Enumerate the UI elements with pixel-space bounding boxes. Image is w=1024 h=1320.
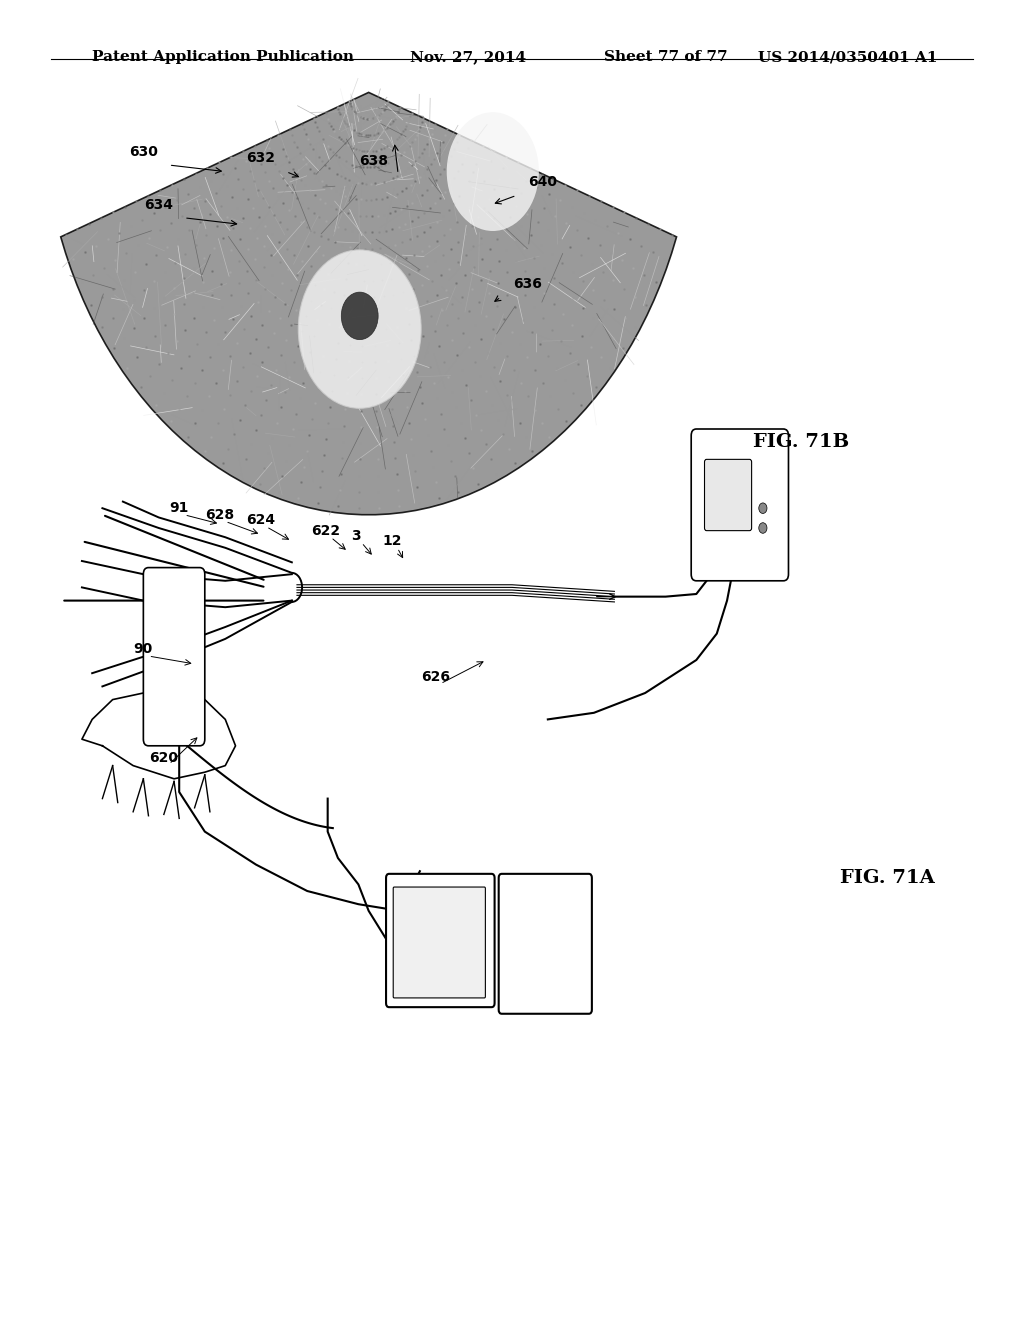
- Text: 640: 640: [528, 176, 557, 189]
- Circle shape: [759, 503, 767, 513]
- Text: US 2014/0350401 A1: US 2014/0350401 A1: [758, 50, 937, 65]
- FancyBboxPatch shape: [143, 568, 205, 746]
- Circle shape: [759, 523, 767, 533]
- Text: 624: 624: [247, 513, 275, 527]
- Circle shape: [446, 112, 539, 231]
- FancyBboxPatch shape: [393, 887, 485, 998]
- Text: 12: 12: [382, 535, 402, 548]
- Text: Sheet 77 of 77: Sheet 77 of 77: [604, 50, 728, 65]
- FancyBboxPatch shape: [499, 874, 592, 1014]
- Text: Patent Application Publication: Patent Application Publication: [92, 50, 354, 65]
- Circle shape: [341, 292, 378, 339]
- FancyBboxPatch shape: [705, 459, 752, 531]
- Text: 626: 626: [421, 671, 450, 684]
- Text: 3: 3: [351, 529, 361, 543]
- Text: 628: 628: [206, 508, 234, 521]
- Text: Nov. 27, 2014: Nov. 27, 2014: [410, 50, 525, 65]
- Text: 91: 91: [170, 502, 188, 515]
- Polygon shape: [60, 92, 677, 515]
- Text: 632: 632: [247, 152, 275, 165]
- Text: FIG. 71A: FIG. 71A: [840, 869, 935, 887]
- Text: 630: 630: [129, 145, 158, 158]
- Text: 622: 622: [311, 524, 340, 537]
- Text: FIG. 71B: FIG. 71B: [753, 433, 849, 451]
- FancyBboxPatch shape: [691, 429, 788, 581]
- Text: 634: 634: [144, 198, 173, 211]
- Text: 620: 620: [150, 751, 178, 764]
- Text: 638: 638: [359, 154, 388, 168]
- Text: 90: 90: [134, 643, 153, 656]
- Text: 636: 636: [513, 277, 542, 290]
- FancyBboxPatch shape: [386, 874, 495, 1007]
- Circle shape: [298, 249, 421, 408]
